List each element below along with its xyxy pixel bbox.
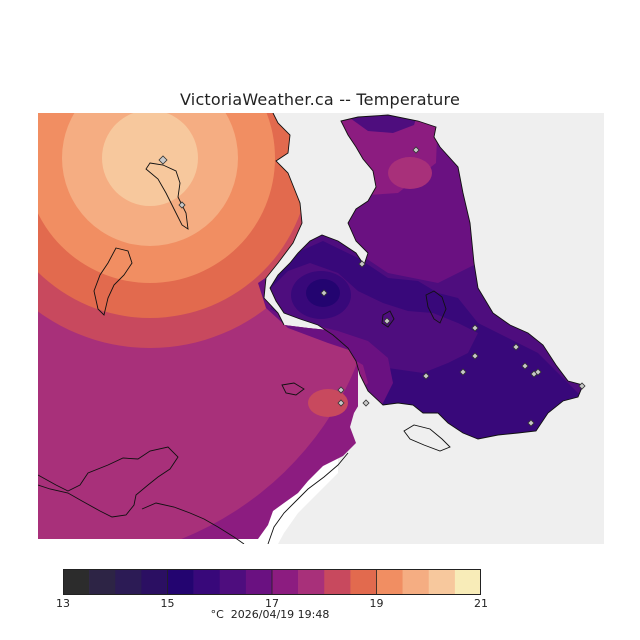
colorbar-swatch <box>350 569 377 595</box>
station-marker <box>459 368 467 376</box>
colorbar-swatch <box>376 569 403 595</box>
station-marker <box>337 399 345 407</box>
colorbar-swatch <box>324 569 351 595</box>
colorbar-tick-19: 19 <box>369 597 384 610</box>
colorbar-tick-15: 15 <box>160 597 175 610</box>
colorbar-swatch <box>115 569 142 595</box>
colorbar-tick-13: 13 <box>56 597 70 610</box>
colorbar-border <box>63 569 481 595</box>
colorbar-swatch <box>167 569 194 595</box>
station-marker <box>320 289 328 297</box>
colorbar-tick-21: 21 <box>474 597 488 610</box>
chart-title: VictoriaWeather.ca -- Temperature <box>180 90 460 109</box>
station-marker <box>521 362 529 370</box>
colorbar-swatch <box>245 569 273 595</box>
weather-stations <box>158 146 586 427</box>
station-marker <box>422 372 430 380</box>
colorbar-swatch <box>141 569 168 595</box>
coastlines <box>38 113 584 544</box>
station-marker <box>178 201 186 209</box>
colorbar-swatch <box>298 569 325 595</box>
colorbar-swatch <box>63 569 90 595</box>
station-marker <box>527 419 535 427</box>
station-marker <box>383 317 391 325</box>
caption: °C 2026/04/19 19:48 <box>0 608 540 621</box>
station-marker <box>158 155 168 165</box>
station-marker <box>471 352 479 360</box>
station-marker <box>578 382 586 390</box>
station-marker <box>512 343 520 351</box>
station-marker <box>412 146 420 154</box>
station-marker <box>358 260 366 268</box>
station-marker <box>337 386 345 394</box>
station-marker <box>534 368 542 376</box>
colorbar-swatch <box>193 569 221 595</box>
colorbar-tick-17: 17 <box>265 597 279 610</box>
temperature-map <box>38 113 604 544</box>
colorbar-swatch <box>428 569 456 595</box>
colorbar-swatch <box>272 569 299 595</box>
station-marker <box>471 324 479 332</box>
colorbar-swatch <box>454 569 481 595</box>
colorbar-swatch <box>219 569 247 595</box>
station-marker <box>362 399 370 407</box>
unit-label: °C <box>210 608 224 621</box>
colorbar-swatch <box>402 569 430 595</box>
temperature-colorbar <box>63 569 481 595</box>
timestamp: 2026/04/19 19:48 <box>230 608 330 621</box>
colorbar-swatch <box>89 569 116 595</box>
